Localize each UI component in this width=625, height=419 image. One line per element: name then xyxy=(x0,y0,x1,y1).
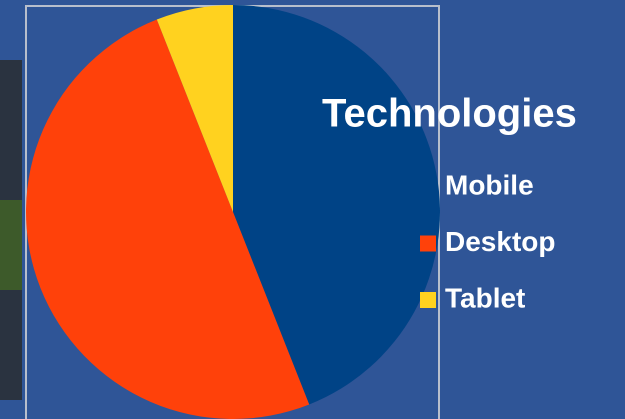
legend-label: Desktop xyxy=(445,226,555,257)
legend: Mobile Desktop Tablet xyxy=(420,169,555,313)
pie-slice xyxy=(26,19,310,419)
pie xyxy=(26,5,441,419)
legend-swatch xyxy=(420,235,436,252)
legend-swatch xyxy=(420,179,436,195)
legend-label: Tablet xyxy=(445,282,525,313)
legend-label: Mobile xyxy=(445,169,534,200)
chart-title: Technologies xyxy=(322,92,577,136)
photo-strip-grass xyxy=(0,200,22,290)
pie-slice xyxy=(233,5,441,405)
pie-slice xyxy=(156,5,233,212)
legend-swatch xyxy=(420,292,436,308)
